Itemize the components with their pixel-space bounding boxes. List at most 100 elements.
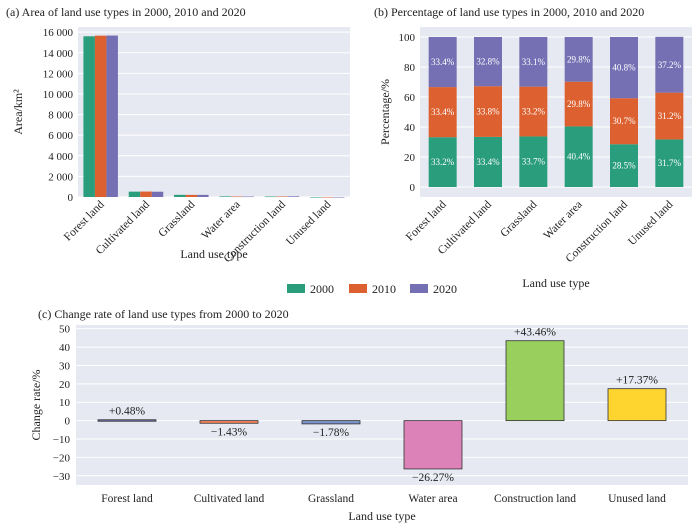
- chart-b-segment-water-area-2010: [564, 81, 593, 127]
- chart-b-segment-water-area-2000: [564, 126, 593, 187]
- legend-label-2020: 2020: [433, 282, 457, 296]
- chart-a-ytick-label: 4 000: [48, 151, 73, 163]
- chart-c-ytick-label: −30: [53, 471, 71, 483]
- chart-a-bar-forest-land-2000: [83, 36, 95, 197]
- chart-a-bar-construction-land-2020: [287, 196, 300, 197]
- chart-b-xtick-label: Grassland: [498, 198, 539, 239]
- chart-a-bar-unused-land-2010: [321, 196, 334, 198]
- chart-c-data-label: +0.48%: [109, 406, 146, 418]
- chart-c: −30 −20 −10 0 10 20 30 40 50 +0.48% Forest land −1.…: [53, 324, 688, 505]
- chart-c-ytick-label: 30: [59, 360, 71, 372]
- chart-c-data-label: −26.27%: [412, 472, 454, 484]
- chart-c-title: (c) Change rate of land use types from 2…: [38, 307, 289, 321]
- chart-b-data-label: 33.4%: [431, 107, 455, 117]
- chart-a-bar-unused-land-2020: [333, 196, 345, 198]
- chart-a-bar-construction-land-2010: [276, 196, 288, 198]
- chart-a-xtick-label: Water area: [200, 199, 243, 242]
- chart-b-xtick-label: Water area: [542, 199, 585, 242]
- chart-a-title: (a) Area of land use types in 2000, 2010…: [6, 5, 246, 19]
- chart-a-ytick-label: 0: [68, 192, 74, 204]
- chart-b-xtick-label: Unused land: [626, 198, 676, 248]
- chart-c-xtick-label: Construction land: [494, 493, 576, 505]
- chart-c-xtick-label: Water area: [408, 493, 457, 505]
- chart-a-ytick-label: 16 000: [43, 27, 74, 39]
- legend-label-2010: 2010: [372, 282, 396, 296]
- chart-a-ytick-label: 12 000: [43, 68, 74, 80]
- chart-c-bar-water-area: [403, 420, 463, 470]
- chart-b-segment-forest-land-2020: [428, 37, 457, 88]
- chart-c-ytick-label: 40: [59, 342, 71, 354]
- chart-c-xtick-label: Unused land: [608, 493, 666, 505]
- chart-b-segment-construction-land-2010: [610, 98, 638, 145]
- chart-a-plot-area: [78, 27, 350, 197]
- chart-a-xtick-label: Forest land: [62, 198, 107, 243]
- chart-a-bar-cultivated-land-2000: [128, 191, 141, 197]
- chart-b-ytick-label: 20: [404, 152, 416, 164]
- chart-a-xlabel: Land use type: [180, 247, 247, 261]
- chart-b-data-label: 33.1%: [522, 57, 546, 67]
- chart-c-xtick-label: Grassland: [308, 493, 354, 505]
- chart-a-bar-forest-land-2020: [106, 35, 118, 197]
- chart-b-segment-forest-land-2010: [428, 87, 457, 138]
- chart-c-ylabel: Change rate/%: [29, 370, 43, 441]
- chart-c-bar-unused-land: [607, 388, 667, 422]
- chart-c-data-label: +43.46%: [514, 327, 556, 339]
- chart-b-ytick-label: 60: [404, 92, 416, 104]
- chart-a-bar-water-area-2020: [242, 196, 254, 198]
- chart-c-data-label: +17.37%: [616, 375, 658, 387]
- chart-b-xtick-label: Forest land: [404, 198, 449, 243]
- chart-b-segment-construction-land-2000: [610, 144, 638, 187]
- chart-b-data-label: 33.4%: [431, 57, 455, 67]
- chart-b-segment-cultivated-land-2000: [474, 136, 502, 187]
- chart-b-segment-unused-land-2010: [655, 92, 684, 140]
- chart-c-ytick-label: 20: [59, 379, 71, 391]
- chart-a-bar-water-area-2010: [230, 196, 243, 198]
- chart-c-xtick-label: Cultivated land: [194, 493, 265, 505]
- chart-b-ytick-label: 40: [404, 122, 416, 134]
- chart-a-bar-cultivated-land-2020: [151, 191, 164, 197]
- legend-swatch-2000: [287, 284, 305, 293]
- chart-a-bar-forest-land-2010: [94, 35, 107, 198]
- chart-c-data-label: −1.43%: [211, 426, 248, 438]
- chart-b-data-label: 40.4%: [567, 152, 591, 162]
- chart-b-data-label: 29.8%: [567, 54, 591, 64]
- chart-b-segment-cultivated-land-2010: [474, 86, 502, 137]
- chart-b-segment-water-area-2020: [564, 37, 593, 82]
- chart-b-segment-grassland-2000: [519, 136, 548, 187]
- legend: 2000 2010 2020: [287, 282, 457, 296]
- chart-b-segment-forest-land-2000: [428, 137, 457, 187]
- chart-b-data-label: 32.8%: [476, 57, 500, 67]
- chart-b-data-label: 31.2%: [658, 111, 682, 121]
- chart-b-segment-grassland-2020: [519, 37, 548, 87]
- legend-swatch-2020: [410, 284, 428, 293]
- chart-b-title: (b) Percentage of land use types in 2000…: [374, 5, 644, 19]
- chart-b-data-label: 33.2%: [522, 107, 546, 117]
- chart-b-ytick-label: 0: [410, 182, 416, 194]
- chart-a-bar-grassland-2000: [174, 194, 186, 197]
- chart-a-ylabel: Area/km²: [11, 89, 25, 135]
- chart-a-ytick-label: 6 000: [48, 130, 73, 142]
- chart-a-bar-water-area-2000: [219, 196, 231, 197]
- chart-a-xtick-label: Unused land: [284, 198, 334, 248]
- chart-c-data-label: −1.78%: [313, 427, 350, 439]
- chart-c-xlabel: Land use type: [348, 509, 415, 523]
- chart-c-bar-forest-land: [97, 419, 157, 422]
- chart-c-ytick-label: −10: [53, 434, 71, 446]
- chart-b-data-label: 33.8%: [476, 107, 500, 117]
- chart-b-data-label: 28.5%: [612, 161, 636, 171]
- legend-label-2000: 2000: [310, 282, 334, 296]
- chart-c-bar-grassland: [301, 420, 361, 425]
- legend-swatch-2010: [349, 284, 367, 293]
- chart-a-ytick-label: 8 000: [48, 110, 73, 122]
- chart-c-xtick-label: Forest land: [101, 493, 153, 505]
- chart-b-data-label: 33.2%: [431, 157, 455, 167]
- chart-b-data-label: 40.8%: [612, 63, 636, 73]
- chart-c-ytick-label: 50: [59, 324, 71, 336]
- chart-b-segment-grassland-2010: [519, 86, 548, 137]
- chart-a-ytick-label: 10 000: [43, 89, 74, 101]
- chart-a-ytick-label: 14 000: [43, 48, 74, 60]
- chart-b-ylabel: Percentage/%: [378, 79, 392, 145]
- chart-b-ytick-label: 80: [404, 62, 416, 74]
- chart-b-segment-unused-land-2020: [655, 36, 684, 93]
